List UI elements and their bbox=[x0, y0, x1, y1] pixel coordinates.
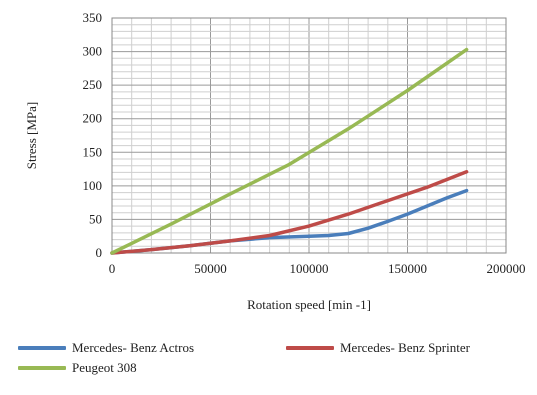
x-axis-title: Rotation speed [min -1] bbox=[247, 297, 371, 312]
legend-item-sprinter: Mercedes- Benz Sprinter bbox=[286, 340, 470, 356]
y-tick-label: 100 bbox=[83, 178, 103, 193]
stress-chart: 0 50000 100000 150000 200000 0 50 100 150 200 250… bbox=[24, 10, 526, 312]
legend-swatch-actros bbox=[18, 346, 66, 350]
y-tick-label: 250 bbox=[83, 77, 103, 92]
y-tick-label: 350 bbox=[83, 10, 103, 25]
legend-swatch-sprinter bbox=[286, 346, 334, 350]
legend-label-sprinter: Mercedes- Benz Sprinter bbox=[340, 340, 470, 355]
legend-swatch-peugeot bbox=[18, 366, 66, 370]
x-tick-label: 50000 bbox=[194, 261, 227, 276]
y-tick-label: 200 bbox=[83, 111, 103, 126]
y-tick-label: 300 bbox=[83, 44, 103, 59]
y-tick-label: 0 bbox=[96, 245, 103, 260]
y-tick-label: 150 bbox=[83, 144, 103, 159]
plot-area bbox=[111, 17, 507, 254]
y-axis-title: Stress [MPa] bbox=[24, 102, 39, 170]
y-tick-label: 50 bbox=[89, 211, 102, 226]
x-tick-label: 150000 bbox=[388, 261, 427, 276]
x-tick-label: 100000 bbox=[290, 261, 329, 276]
legend-item-actros: Mercedes- Benz Actros bbox=[18, 340, 194, 356]
legend-item-peugeot: Peugeot 308 bbox=[18, 360, 137, 376]
x-axis-ticks: 0 50000 100000 150000 200000 bbox=[109, 261, 526, 276]
series-line-sprinter bbox=[110, 170, 469, 255]
x-tick-label: 200000 bbox=[487, 261, 526, 276]
x-tick-label: 0 bbox=[109, 261, 116, 276]
legend-label-actros: Mercedes- Benz Actros bbox=[72, 340, 195, 355]
chart-grid bbox=[112, 18, 506, 253]
y-axis-ticks: 0 50 100 150 200 250 300 350 bbox=[83, 10, 103, 260]
series-line-peugeot bbox=[110, 47, 469, 255]
series-layer bbox=[110, 47, 469, 255]
legend-label-peugeot: Peugeot 308 bbox=[72, 360, 137, 375]
